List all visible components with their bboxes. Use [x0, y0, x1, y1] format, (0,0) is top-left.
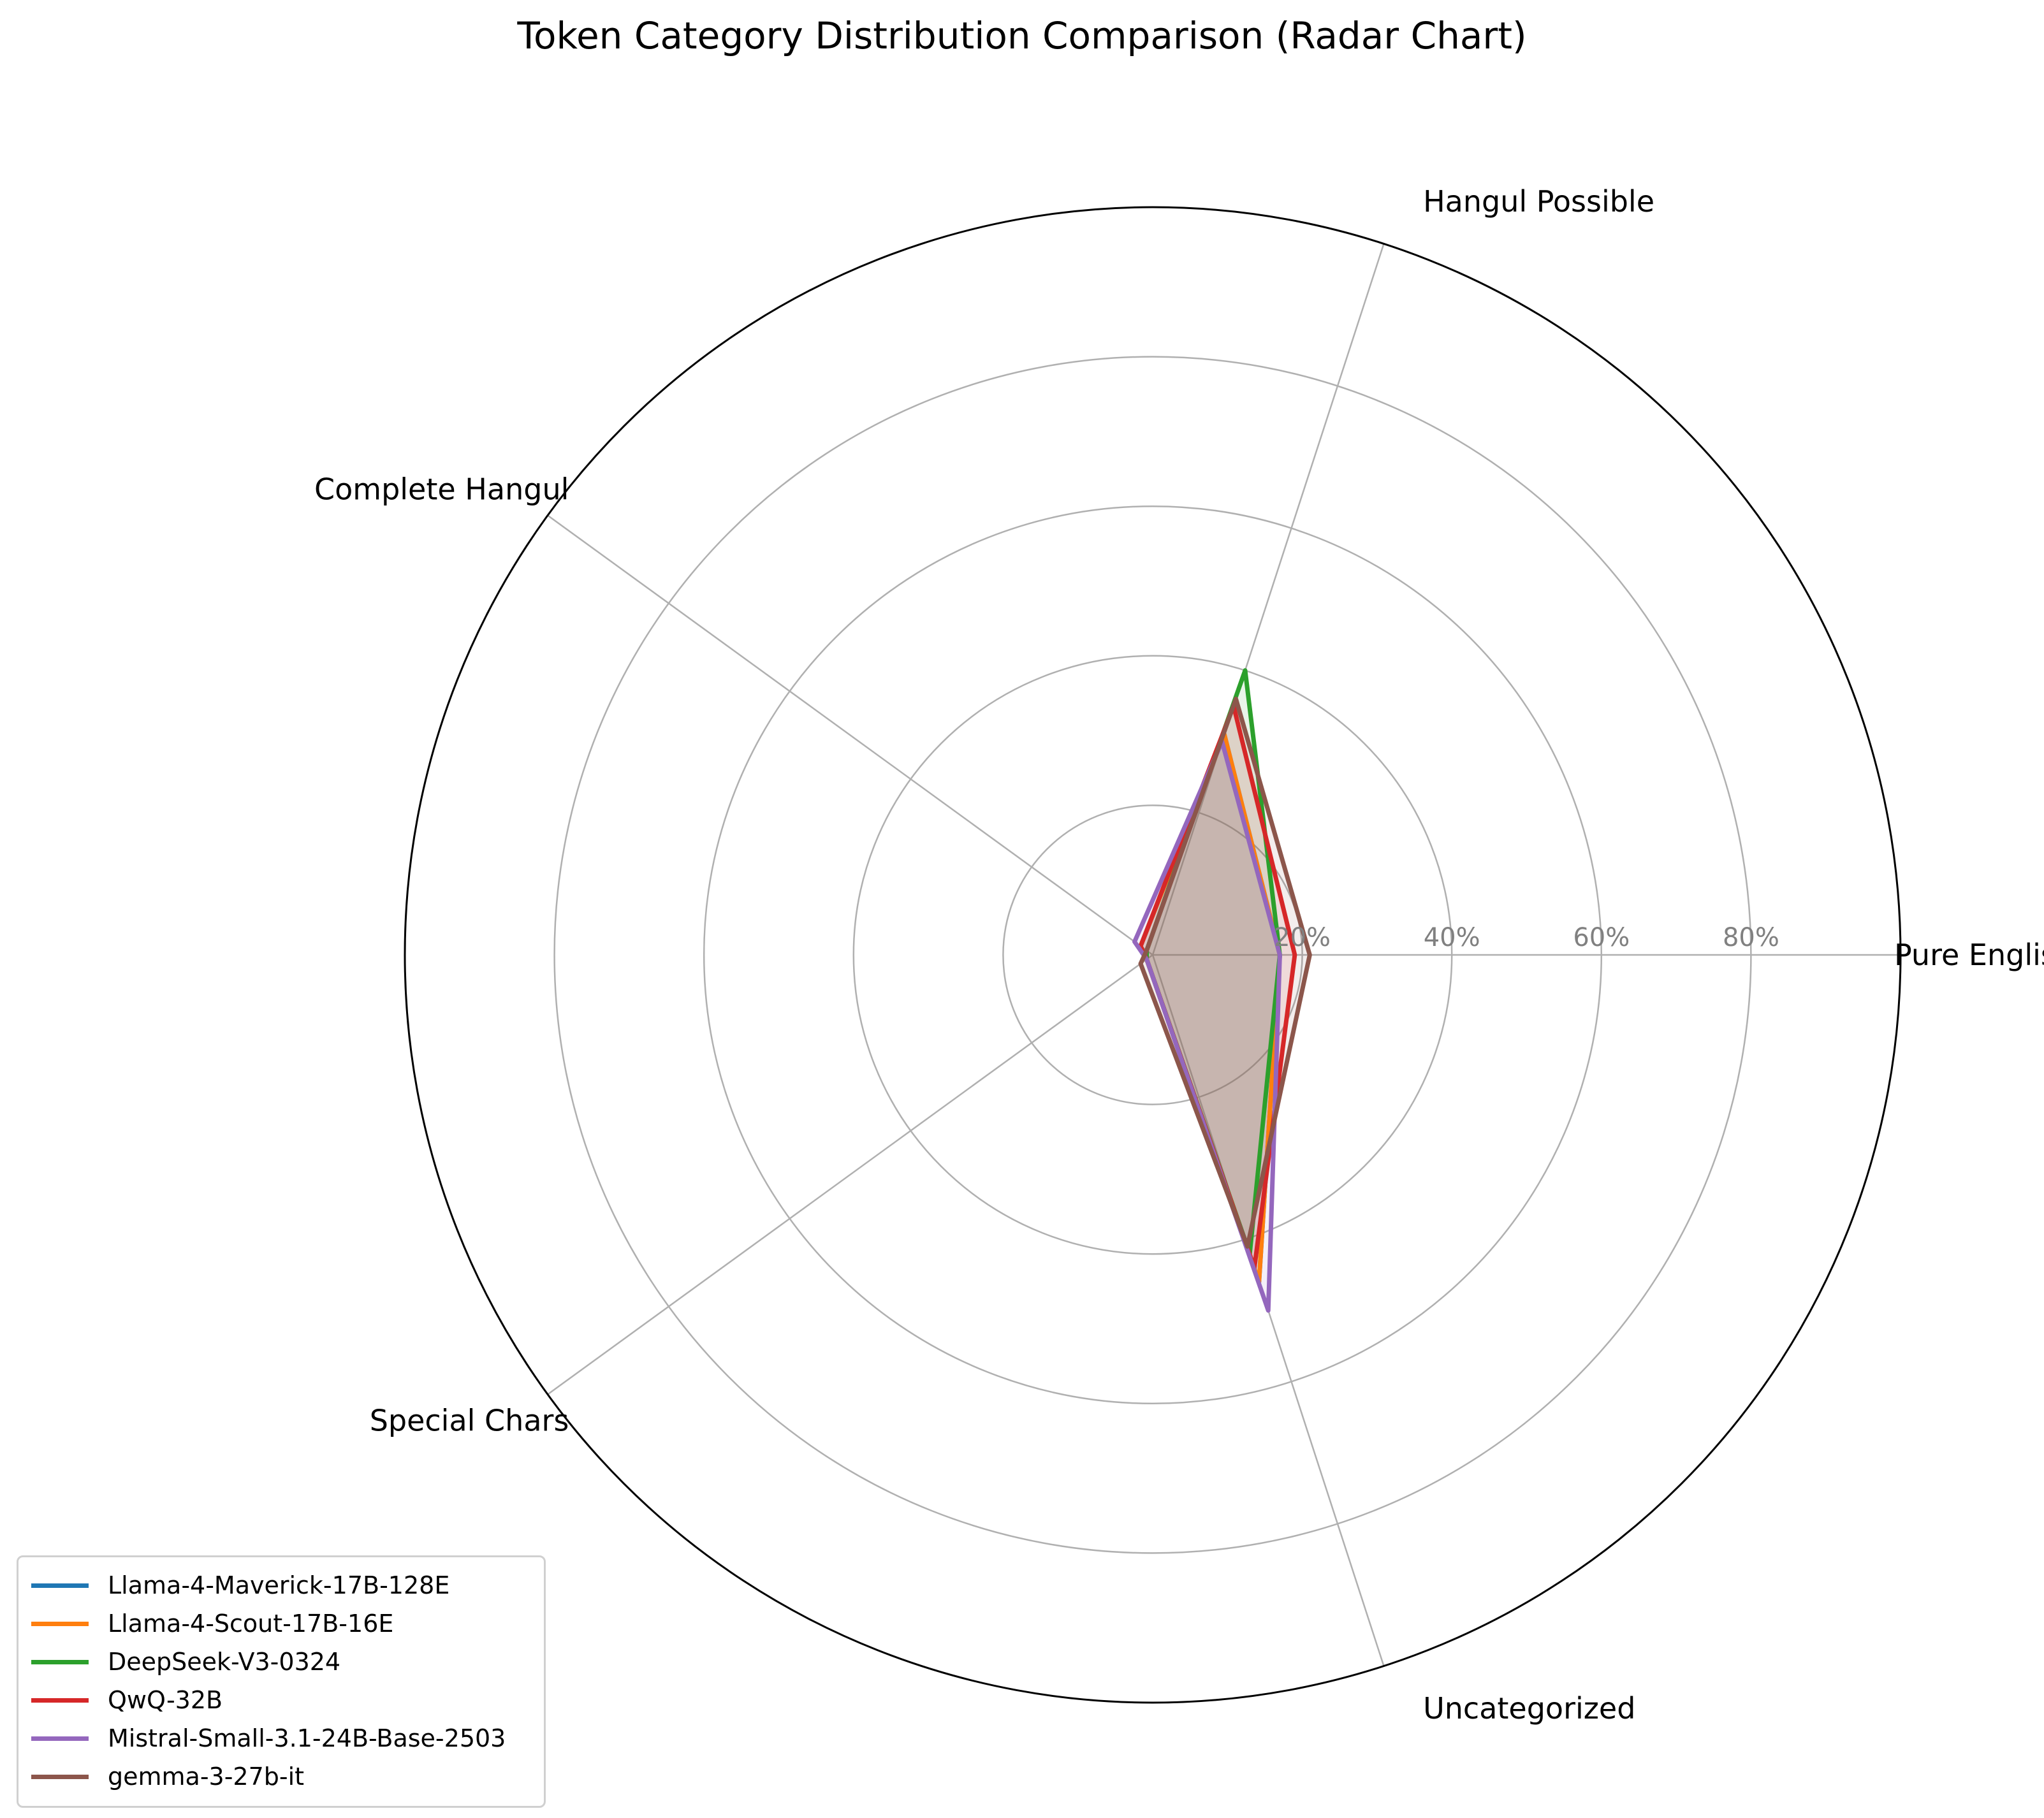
legend-item: Mistral-Small-3.1-24B-Base-2503 [18, 1719, 544, 1757]
legend-swatch [31, 1698, 89, 1703]
radar-labels: 20% 40% 60% 80% Pure English Hangul Possible C… [314, 184, 2044, 1726]
category-label: Uncategorized [1423, 1691, 1635, 1726]
legend: Llama-4-Maverick-17B-128E Llama-4-Scout-1… [17, 1555, 546, 1808]
radar-series [1132, 668, 1312, 1313]
legend-item: gemma-3-27b-it [18, 1757, 544, 1796]
axis-spoke-2 [1151, 244, 1385, 956]
legend-label: DeepSeek-V3-0324 [108, 1648, 341, 1676]
outer-frame [404, 206, 1902, 1704]
legend-swatch [31, 1583, 89, 1588]
legend-item: DeepSeek-V3-0324 [18, 1643, 544, 1681]
legend-label: QwQ-32B [108, 1686, 223, 1714]
category-label: Hangul Possible [1423, 184, 1654, 219]
legend-swatch [31, 1659, 89, 1664]
category-label: Pure English [1894, 938, 2044, 972]
r-tick-label: 40% [1424, 923, 1480, 952]
legend-swatch [31, 1774, 89, 1779]
r-tick-label: 80% [1723, 923, 1779, 952]
axis-spoke-3 [547, 514, 1153, 956]
r-tick-label: 20% [1274, 923, 1331, 952]
legend-label: Mistral-Small-3.1-24B-Base-2503 [108, 1724, 506, 1752]
legend-item: Llama-4-Scout-17B-16E [18, 1604, 544, 1643]
legend-swatch [31, 1736, 89, 1741]
legend-label: Llama-4-Scout-17B-16E [108, 1610, 394, 1638]
axis-spoke-4 [547, 954, 1153, 1395]
series-line-5 [1132, 739, 1282, 1313]
legend-item: QwQ-32B [18, 1681, 544, 1719]
series-line-6 [1138, 696, 1312, 1249]
legend-label: gemma-3-27b-it [108, 1763, 305, 1791]
category-label: Special Chars [370, 1404, 569, 1438]
series-fill-6 [1141, 699, 1310, 1247]
legend-label: Llama-4-Maverick-17B-128E [108, 1571, 450, 1599]
category-label: Complete Hangul [314, 472, 569, 506]
r-tick-label: 60% [1573, 923, 1630, 952]
chart-title: Token Category Distribution Comparison (… [517, 14, 1527, 57]
legend-item: Llama-4-Maverick-17B-128E [18, 1566, 544, 1604]
legend-swatch [31, 1621, 89, 1626]
series-fill-4 [1141, 706, 1295, 1268]
